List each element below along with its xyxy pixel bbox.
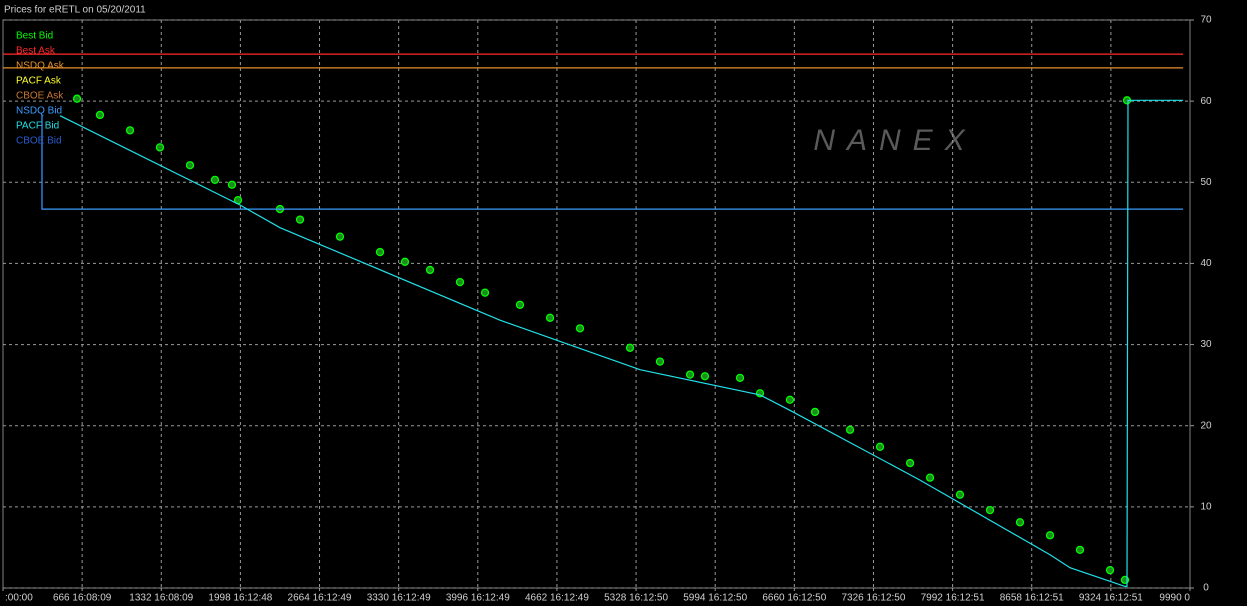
data-point — [810, 407, 820, 417]
data-point — [95, 110, 105, 120]
data-point — [625, 343, 635, 352]
data-point — [905, 458, 915, 468]
y-tick-label: 50 — [1200, 177, 1212, 188]
x-tick-label: :00:00 — [5, 593, 33, 604]
legend-label: CBOE Bid — [16, 136, 62, 147]
data-point — [125, 126, 135, 135]
y-tick-label: 0 — [1203, 583, 1209, 594]
y-tick-label: 30 — [1200, 339, 1212, 350]
data-point — [700, 372, 710, 381]
data-point — [295, 215, 305, 224]
x-tick-label: 7326 16:12:50 — [841, 593, 905, 604]
legend-label: NSDQ Ask — [16, 61, 65, 72]
data-point — [72, 94, 82, 103]
series-line — [41, 114, 1184, 210]
data-point — [845, 425, 855, 434]
data-point — [735, 373, 745, 382]
y-tick-label: 40 — [1200, 258, 1212, 269]
x-tick-label: 666 16:08:09 — [53, 593, 112, 604]
legend-label: CBOE Ask — [16, 91, 64, 102]
data-point — [185, 161, 195, 170]
data-point — [480, 288, 490, 297]
data-point — [955, 490, 965, 499]
data-point — [210, 175, 220, 185]
x-tick-label: 8658 16:12:51 — [1000, 593, 1064, 604]
legend-label: PACF Bid — [16, 121, 59, 132]
data-point — [227, 180, 237, 189]
data-point — [1045, 531, 1055, 540]
y-tick-label: 10 — [1200, 501, 1212, 512]
data-point — [400, 257, 410, 266]
x-tick-label: 6660 16:12:50 — [762, 593, 826, 604]
x-tick-label: 9990 0 — [1159, 593, 1190, 604]
data-point — [1075, 545, 1085, 555]
legend-label: PACF Ask — [16, 76, 62, 87]
x-tick-label: 3996 16:12:49 — [446, 593, 510, 604]
plot-frame — [2, 19, 1191, 589]
data-point — [985, 505, 995, 515]
legend-label: Best Ask — [16, 46, 56, 57]
data-point — [335, 232, 345, 241]
x-tick-label: 1332 16:08:09 — [129, 593, 193, 604]
data-point — [575, 324, 585, 333]
x-tick-label: 1998 16:12:48 — [208, 593, 272, 604]
data-point — [155, 143, 165, 152]
data-point — [1015, 518, 1025, 527]
y-tick-label: 60 — [1200, 96, 1212, 107]
x-tick-label: 5328 16:12:50 — [604, 593, 668, 604]
data-point — [875, 442, 885, 451]
x-tick-label: 5994 16:12:50 — [683, 593, 747, 604]
series-line — [59, 99, 1184, 587]
data-point — [655, 357, 665, 366]
data-point — [685, 370, 695, 379]
data-point — [515, 300, 525, 309]
y-tick-label: 70 — [1200, 15, 1212, 26]
x-tick-label: 9324 16:12:51 — [1079, 593, 1143, 604]
data-point — [1105, 565, 1115, 575]
x-tick-label: 7992 16:12:51 — [921, 593, 985, 604]
data-point — [925, 473, 935, 482]
data-point — [455, 277, 465, 287]
x-tick-label: 3330 16:12:49 — [367, 593, 431, 604]
y-tick-label: 20 — [1200, 420, 1212, 431]
x-tick-label: 4662 16:12:49 — [525, 593, 589, 604]
watermark: NANEX — [813, 124, 976, 157]
legend-label: Best Bid — [16, 31, 53, 42]
data-point — [425, 265, 435, 275]
data-point — [545, 313, 555, 322]
chart-title: Prices for eRETL on 05/20/2011 — [4, 5, 146, 16]
legend-label: NSDQ Bid — [16, 106, 62, 117]
x-tick-label: 2664 16:12:49 — [288, 593, 352, 604]
data-point — [785, 395, 795, 404]
data-point — [375, 247, 385, 257]
